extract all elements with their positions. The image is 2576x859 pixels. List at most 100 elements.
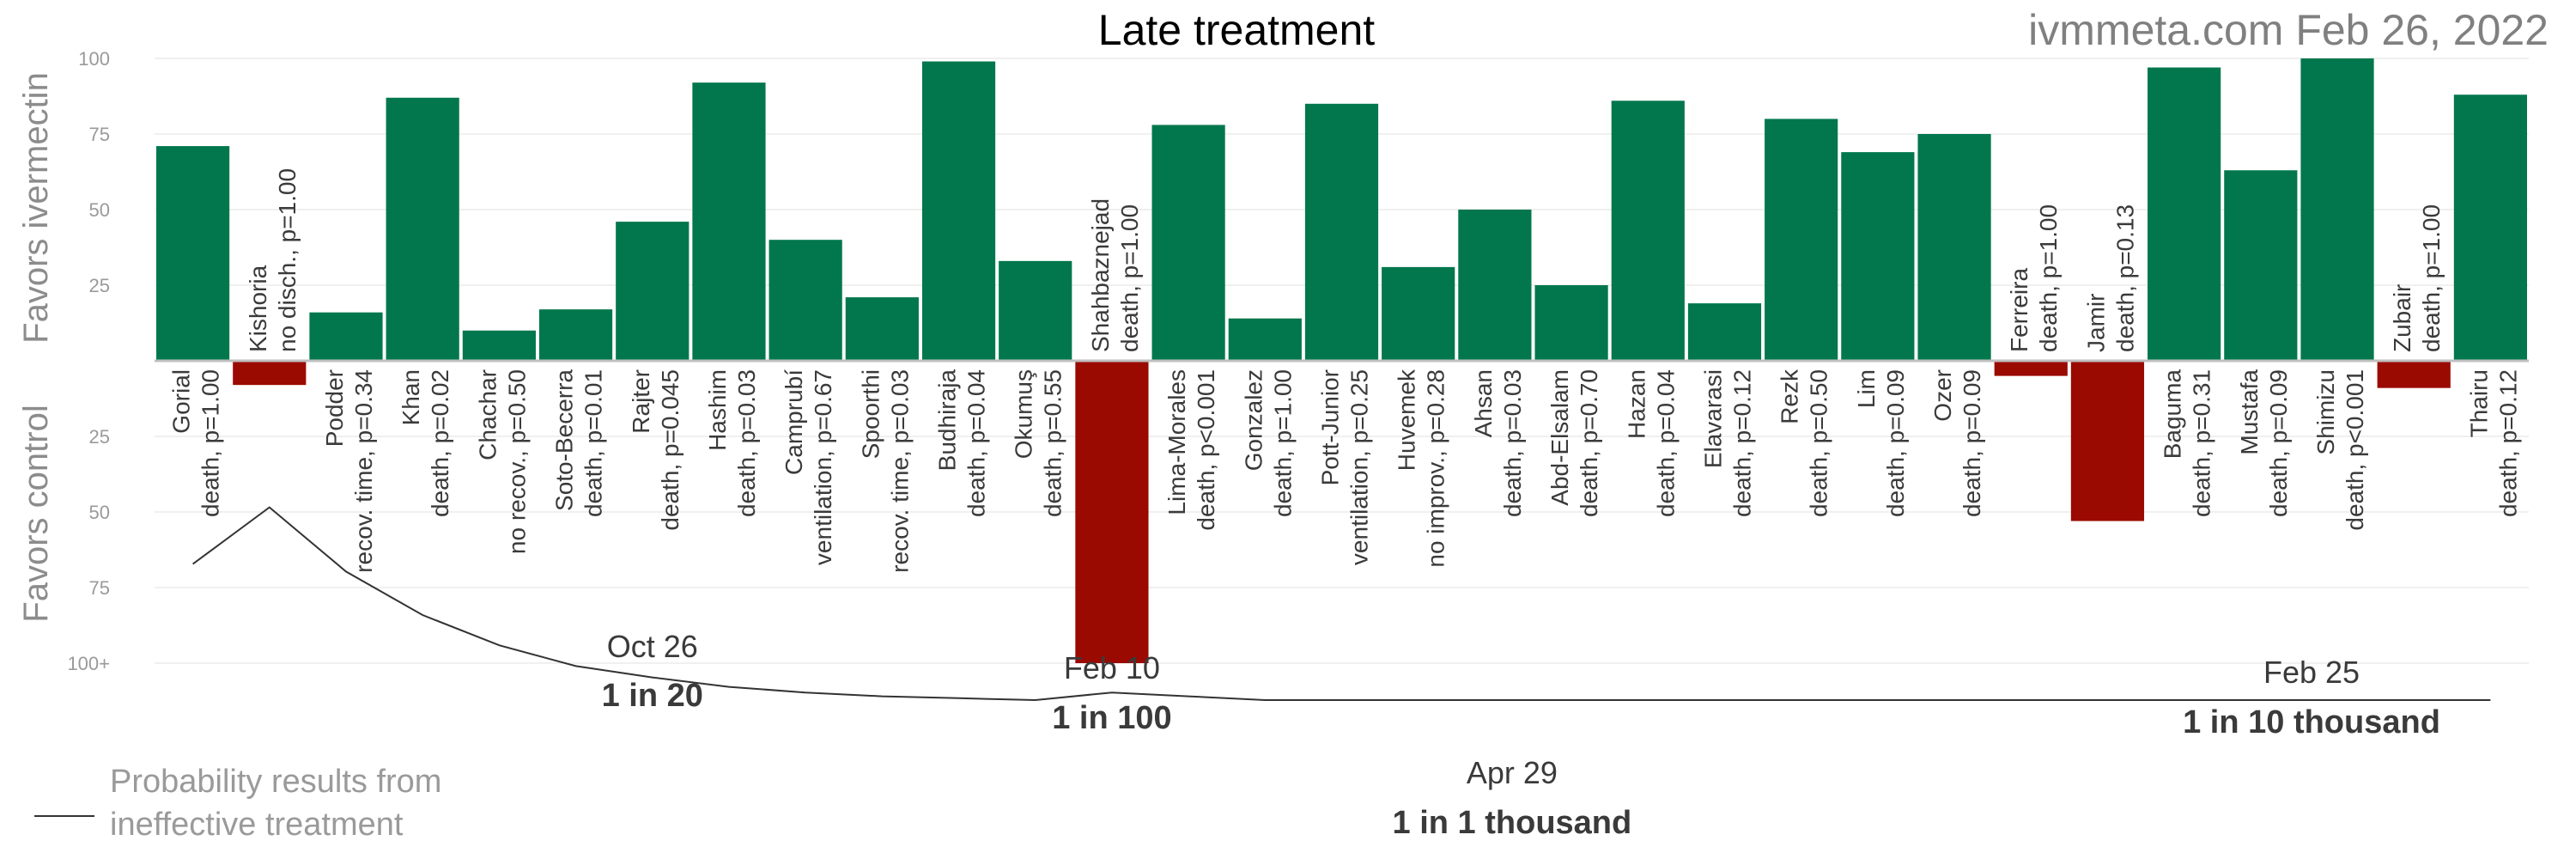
bar-pott-junior [1305, 104, 1378, 361]
bar-soto-becerra [539, 309, 612, 361]
bar-ozer [1917, 134, 1990, 361]
study-name: Rezk [1777, 369, 1803, 424]
study-label: Gonzalez death, p=1.00 [1240, 369, 1296, 517]
study-name: Rajter [628, 369, 654, 434]
bar-khan [386, 98, 459, 361]
study-outcome: death, p=1.00 [2418, 204, 2445, 352]
study-name: Podder [321, 369, 348, 447]
study-label: Podder recov. time, p=0.34 [321, 369, 377, 573]
bar-okumu- [999, 261, 1072, 361]
study-outcome: recov. time, p=0.34 [350, 369, 377, 573]
bar-elavarasi [1688, 303, 1761, 361]
chart: Gorial death, p=1.00Kishoria no disch., p=… [0, 0, 2576, 859]
study-label: Zubair death, p=1.00 [2389, 204, 2445, 352]
study-outcome: death, p=0.13 [2111, 204, 2138, 352]
study-label: Mustafa death, p=0.09 [2236, 369, 2292, 517]
study-name: Pott-Junior [1317, 369, 1344, 485]
study-outcome: death, p=0.12 [2494, 369, 2521, 517]
probability-annotations: Oct 26 1 in 20 Feb 10 1 in 100 Apr 29 1 in 1 … [602, 629, 2440, 841]
study-outcome: death, p=0.09 [2265, 369, 2292, 517]
bar-rezk [1765, 119, 1838, 361]
study-outcome: death, p=1.00 [2035, 204, 2062, 352]
study-outcome: no recov., p=0.50 [503, 369, 530, 554]
y-tick-label: 75 [89, 577, 110, 599]
study-label: Shahbaznejad death, p=1.00 [1087, 198, 1143, 352]
study-outcome: death, p<0.001 [2342, 369, 2368, 531]
study-name: Gorial [168, 369, 195, 434]
y-label-favors-control: Favors control [17, 405, 55, 622]
study-outcome: death, p=0.55 [1040, 369, 1066, 517]
study-outcome: death, p=1.00 [1116, 204, 1143, 352]
annotation-date: Oct 26 [607, 629, 698, 664]
y-tick-label: 25 [89, 275, 110, 296]
y-tick-label: 50 [89, 502, 110, 523]
annotation-date: Feb 10 [1064, 650, 1160, 685]
study-label: Khan death, p=0.02 [398, 369, 453, 517]
bar-zubair [2378, 361, 2451, 388]
study-outcome: ventilation, p=0.67 [810, 369, 836, 565]
study-outcome: death, p=0.03 [1499, 369, 1526, 517]
study-outcome: death, p=1.00 [197, 369, 224, 517]
study-name: Okumuş [1011, 369, 1037, 459]
source-label: ivmmeta.com Feb 26, 2022 [2028, 6, 2549, 54]
study-label: Thairu death, p=0.12 [2465, 369, 2521, 517]
study-label: Camprubí ventilation, p=0.67 [781, 369, 836, 565]
study-label: Hazan death, p=0.04 [1623, 369, 1679, 517]
bar-ferreira [1995, 361, 2068, 376]
study-name: Hashim [704, 369, 731, 451]
study-name: Soto-Becerra [551, 369, 578, 511]
study-name: Gonzalez [1240, 369, 1267, 471]
probability-line [193, 508, 2491, 700]
study-outcome: death, p=0.31 [2189, 369, 2215, 517]
bar-baguma [2148, 68, 2221, 361]
y-tick-label: 100+ [67, 653, 110, 674]
annotation-probability: 1 in 1 thousand [1393, 805, 1632, 841]
study-label: Budhiraja death, p=0.04 [934, 369, 990, 517]
bar-lim [1841, 152, 1914, 361]
y-tick-label: 75 [89, 124, 110, 145]
study-label: Rezk death, p=0.50 [1777, 369, 1832, 517]
study-outcome: death, p=0.03 [733, 369, 760, 517]
annotation-date: Apr 29 [1467, 755, 1558, 790]
study-name: Kishoria [245, 265, 271, 352]
study-name: Ferreira [2006, 268, 2032, 352]
study-outcome: ventilation, p=0.25 [1346, 369, 1373, 565]
bar-hashim [692, 82, 765, 361]
bar-gorial [156, 146, 229, 361]
bar-budhiraja [922, 62, 995, 361]
annotation-probability: 1 in 10 thousand [2183, 704, 2440, 740]
bar-gonzalez [1229, 319, 1302, 361]
study-name: Hazan [1623, 369, 1649, 439]
study-label: Ferreira death, p=1.00 [2006, 204, 2062, 352]
study-outcome: death, p=0.50 [1806, 369, 1832, 517]
study-name: Shahbaznejad [1087, 198, 1114, 352]
study-name: Lim [1853, 369, 1880, 408]
study-label: Chachar no recov., p=0.50 [474, 369, 530, 554]
annotation-probability: 1 in 20 [602, 678, 703, 714]
study-outcome: death, p=0.04 [963, 369, 990, 517]
study-label: Okumuş death, p=0.55 [1011, 369, 1066, 517]
study-label: Lim death, p=0.09 [1853, 369, 1909, 517]
study-outcome: death, p<0.001 [1193, 369, 1219, 531]
study-outcome: death, p=0.02 [427, 369, 453, 517]
bar-chachar [463, 331, 536, 361]
bar-podder [309, 313, 382, 361]
study-label: Gorial death, p=1.00 [168, 369, 224, 517]
y-label-favors-ivermectin: Favors ivermectin [17, 72, 55, 344]
bar-rajter [616, 222, 689, 361]
legend-box: Probability results from ineffective tre… [110, 760, 591, 859]
study-label: Baguma death, p=0.31 [2160, 369, 2215, 517]
bar-abd-elsalam [1534, 285, 1607, 361]
bar-shahbaznejad [1075, 361, 1148, 663]
y-axis-ticks: 100755025255075100+ [67, 48, 110, 674]
study-name: Thairu [2465, 369, 2492, 437]
study-name: Lima-Morales [1163, 369, 1190, 515]
study-label: Spoorthi recov. time, p=0.03 [857, 369, 913, 573]
bar-spoorthi [846, 297, 919, 361]
study-name: Camprubí [781, 369, 807, 475]
y-tick-label: 50 [89, 199, 110, 221]
study-outcome: death, p=0.09 [1882, 369, 1909, 517]
study-label: Lima-Morales death, p<0.001 [1163, 369, 1219, 531]
study-label: Hashim death, p=0.03 [704, 369, 760, 517]
y-tick-label: 100 [78, 48, 110, 70]
